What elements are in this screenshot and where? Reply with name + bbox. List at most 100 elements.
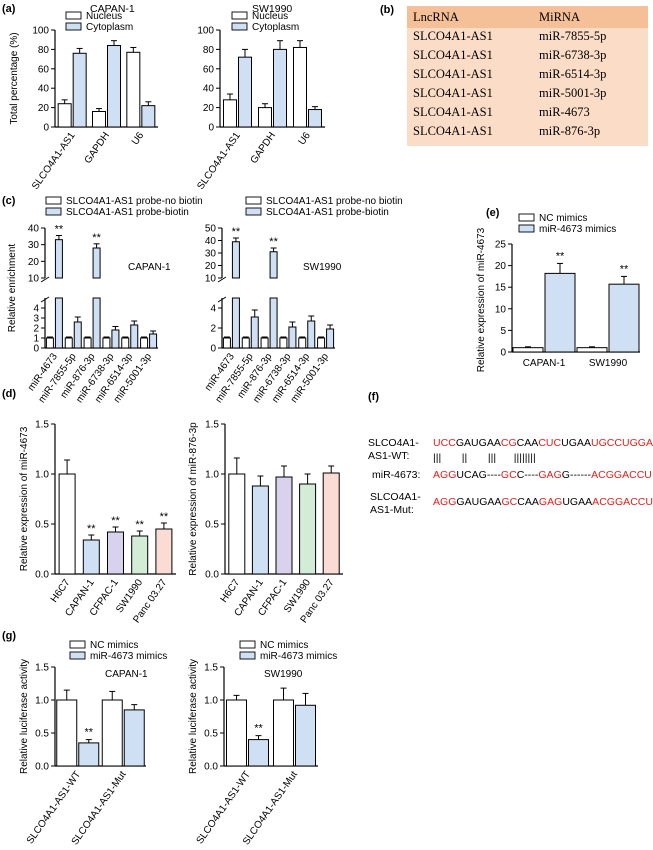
y-tick-label: 1.0: [35, 470, 49, 481]
y-tick-label: 0: [43, 123, 49, 134]
bar: [251, 485, 269, 575]
bar: [544, 272, 576, 353]
legend-label: SLCO4A1-AS1 probe-no biotin: [66, 196, 203, 207]
sequence-segment: GAUGAA: [456, 496, 502, 508]
bar: [92, 110, 106, 128]
bar: [317, 337, 326, 349]
axis-break-mark: [217, 276, 227, 283]
axis-break-mark: [40, 296, 50, 303]
bar: [269, 251, 278, 279]
sequence-segment-highlighted: ACGGACCU: [591, 469, 652, 481]
y-tick-label: 30: [205, 249, 217, 260]
legend-label: Nucleus: [86, 11, 122, 22]
x-tick-label: U6: [297, 130, 314, 147]
x-tick-label: H6C7: [219, 577, 243, 605]
x-tick-label: CAPAN-1: [523, 358, 566, 369]
y-tick-label: 80: [38, 45, 50, 56]
y-tick-label: 4: [33, 304, 39, 315]
y-tick-label: 1: [33, 334, 39, 345]
panel-label-b: (b): [380, 4, 395, 16]
legend-swatch: [65, 11, 82, 20]
sequence-segment-highlighted: GAG: [538, 496, 563, 508]
bar: [111, 329, 120, 349]
y-tick-label: 2: [33, 324, 39, 335]
y-tick-label: 1.5: [35, 663, 49, 674]
x-tick-label: SLCO4A1-AS1: [30, 130, 78, 192]
y-tick-label: 10: [495, 304, 507, 315]
bar: [258, 107, 272, 128]
bar: [273, 699, 294, 767]
bar: [293, 46, 307, 128]
bar: [126, 51, 141, 128]
legend-swatch: [518, 213, 535, 222]
y-tick-label: 20: [28, 257, 40, 268]
legend-label: SLCO4A1-AS1 probe-biotin: [66, 207, 189, 218]
panel-label-f: (f): [368, 391, 379, 403]
bar: [131, 535, 149, 575]
bar: [307, 320, 316, 349]
y-axis-label: Relative expression of miR-4673: [19, 426, 30, 571]
bar: [45, 337, 54, 349]
bar: [260, 337, 269, 349]
mirna-table-header: [407, 6, 648, 28]
legend-swatch: [239, 651, 256, 660]
panel-label: (c): [2, 195, 16, 207]
table-cell-mirna: miR-876-3p: [539, 124, 601, 138]
y-tick-label: 1.0: [204, 696, 218, 707]
legend-label: Cytoplasm: [86, 22, 133, 33]
legend-label: SLCO4A1-AS1 probe-no biotin: [266, 196, 403, 207]
panel-label: (e): [486, 207, 500, 219]
y-tick-label: 0.0: [204, 762, 218, 773]
legend-swatch: [245, 207, 262, 216]
bar: [92, 297, 101, 349]
bar: [149, 333, 158, 349]
legend-label: NC mimics: [539, 213, 587, 224]
sequence-segment: G------: [561, 469, 592, 481]
bar: [102, 337, 111, 349]
x-tick-label: U6: [130, 130, 147, 147]
bar: [322, 472, 340, 575]
x-tick-label: GAPDH: [249, 130, 278, 165]
axis-break-mark: [40, 276, 50, 283]
bar: [275, 476, 293, 575]
mut-label-line2: AS1-Mut:: [370, 504, 414, 516]
legend-swatch: [69, 640, 86, 649]
y-tick-label: 10: [28, 274, 40, 285]
table-cell-lncrna: SLCO4A1-AS1: [413, 48, 493, 62]
bar: [273, 48, 287, 128]
bar: [326, 328, 335, 349]
sequence-segment-highlighted: AGG: [433, 496, 457, 508]
bar: [78, 742, 100, 767]
table-cell-mirna: miR-7855-5p: [539, 29, 607, 43]
sequence-segment-highlighted: UCC: [433, 437, 456, 449]
sequence-segment-highlighted: CUC: [538, 437, 562, 449]
y-axis-label: Relative enrichment: [7, 244, 18, 333]
mirna-table: LncRNA MiRNA SLCO4A1-AS1 miR-7855-5p SLC…: [407, 6, 648, 146]
table-cell-lncrna: SLCO4A1-AS1: [413, 124, 493, 138]
y-tick-label: 30: [28, 240, 40, 251]
sequence-segment: UCAG----: [456, 469, 501, 481]
table-cell-lncrna: SLCO4A1-AS1: [413, 86, 493, 100]
bar: [576, 347, 608, 353]
sequence-segment-highlighted: GC: [500, 469, 517, 481]
bar: [101, 699, 123, 767]
bar: [222, 337, 231, 349]
bar: [82, 539, 100, 575]
legend-label: SLCO4A1-AS1 probe-biotin: [266, 207, 389, 218]
axis-break-mark: [217, 296, 227, 303]
y-tick-label: 0: [500, 348, 506, 359]
sequence-segment: C----: [516, 469, 539, 481]
x-tick-label: SLCO4A1-AS1: [195, 130, 243, 192]
y-tick-label: 40: [38, 84, 50, 95]
sequence-segment: GAUGAA: [455, 437, 501, 449]
bar: [58, 473, 76, 575]
mir-label: miR-4673:: [372, 469, 421, 481]
bar: [83, 337, 92, 349]
y-tick-label: 100: [32, 26, 49, 37]
table-cell-lncrna: SLCO4A1-AS1: [413, 67, 493, 81]
bar: [231, 241, 240, 279]
bar: [295, 704, 316, 767]
pairing-lines: ||| || ||| ||||||||: [433, 452, 536, 464]
sequence-segment-highlighted: CG: [500, 437, 517, 449]
